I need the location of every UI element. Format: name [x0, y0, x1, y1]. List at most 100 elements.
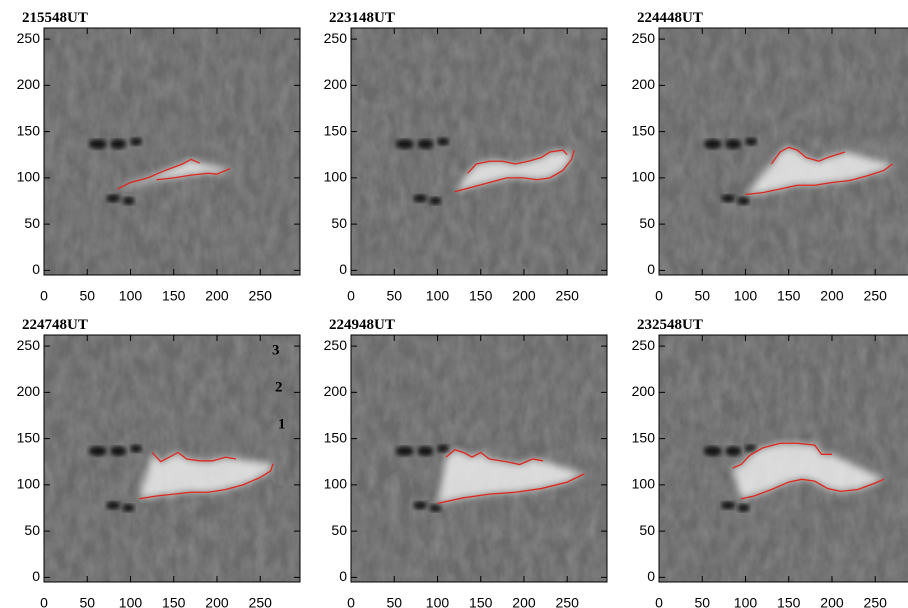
- panel-title: 215548UT: [22, 10, 88, 26]
- sunspot: [395, 446, 414, 457]
- image: [44, 335, 300, 582]
- sunspot: [88, 139, 107, 150]
- ribbon-line: [745, 163, 893, 196]
- sunspot: [703, 139, 722, 150]
- sunspot: [106, 194, 121, 203]
- sunspot: [437, 137, 450, 146]
- x-tick-label: 50: [79, 288, 95, 304]
- x-tick-label: 0: [655, 595, 663, 608]
- y-tick-label: 250: [324, 30, 348, 46]
- image-texture: [351, 28, 607, 275]
- image: [659, 335, 908, 582]
- sunspot: [429, 503, 442, 512]
- y-tick-label: 250: [324, 337, 348, 353]
- frame: [658, 27, 908, 276]
- y-tick-label: 0: [32, 568, 40, 584]
- image: [44, 28, 300, 275]
- x-tick-label: 150: [469, 595, 493, 608]
- y-tick-label: 100: [17, 476, 41, 492]
- x-tick-label: 100: [426, 595, 450, 608]
- y-tick-label: 100: [324, 169, 348, 185]
- y-tick-label: 250: [17, 30, 41, 46]
- sunspot: [745, 137, 758, 146]
- x-tick-label: 250: [249, 595, 273, 608]
- x-tick-label: 250: [249, 288, 273, 304]
- sunspot: [725, 139, 742, 150]
- x-tick-label: 0: [40, 595, 48, 608]
- x-tick-label: 50: [694, 595, 710, 608]
- panel-title: 224748UT: [22, 317, 88, 333]
- x-tick-label: 250: [864, 595, 888, 608]
- sunspot: [437, 444, 450, 453]
- ribbon-line: [770, 146, 846, 165]
- x-tick-label: 0: [655, 288, 663, 304]
- y-tick-label: 200: [17, 76, 41, 92]
- ribbon-line: [445, 448, 544, 466]
- x-tick-label: 250: [556, 595, 580, 608]
- x-tick-label: 50: [386, 595, 402, 608]
- ribbon-line: [454, 149, 575, 193]
- y-tick-label: 150: [17, 122, 41, 138]
- frame: [350, 334, 608, 583]
- annotation: 3: [272, 342, 280, 358]
- y-tick-label: 50: [24, 215, 40, 231]
- x-tick-label: 250: [864, 288, 888, 304]
- image: [351, 28, 607, 275]
- y-tick-label: 250: [17, 337, 41, 353]
- sunspot: [130, 137, 143, 146]
- sunspot: [417, 139, 434, 150]
- panel: 215548UT 0 50 100 150 200 250 0 50 100 150 200 250: [17, 10, 301, 304]
- x-tick-label: 200: [205, 595, 229, 608]
- sunspot: [745, 444, 758, 453]
- sunspot: [417, 446, 434, 457]
- y-tick-label: 200: [17, 383, 41, 399]
- panel-title: 224948UT: [329, 317, 395, 333]
- annotation: 1: [278, 416, 286, 432]
- sunspot: [395, 139, 414, 150]
- flare-ribbon-glow: [745, 147, 893, 195]
- sunspot: [413, 501, 428, 510]
- ribbon-line: [437, 473, 585, 505]
- y-tick-label: 50: [24, 522, 40, 538]
- ribbon-line: [139, 463, 274, 500]
- flare-ribbon-glow: [117, 159, 230, 189]
- x-tick-label: 50: [79, 595, 95, 608]
- sunspot: [110, 446, 127, 457]
- panel-title: 232548UT: [637, 317, 703, 333]
- x-tick-label: 100: [734, 288, 758, 304]
- x-tick-label: 100: [734, 595, 758, 608]
- image-texture: [44, 28, 300, 275]
- y-tick-label: 50: [639, 522, 655, 538]
- y-tick-label: 200: [324, 383, 348, 399]
- y-tick-label: 50: [639, 215, 655, 231]
- sunspot: [122, 196, 135, 205]
- x-tick-label: 200: [820, 288, 844, 304]
- x-tick-label: 0: [40, 288, 48, 304]
- x-tick-label: 50: [386, 288, 402, 304]
- sunspot: [737, 196, 750, 205]
- y-tick-label: 200: [632, 76, 656, 92]
- panel: 232548UT 0 50 100 150 200 250 0 50 100 150 200 250: [632, 317, 908, 608]
- y-tick-label: 150: [324, 429, 348, 445]
- x-tick-label: 100: [426, 288, 450, 304]
- x-tick-label: 0: [347, 288, 355, 304]
- sunspot: [721, 501, 736, 510]
- y-tick-label: 200: [324, 76, 348, 92]
- sunspot: [110, 139, 127, 150]
- x-tick-label: 200: [205, 288, 229, 304]
- sunspot: [721, 194, 736, 203]
- x-tick-label: 150: [162, 595, 186, 608]
- sunspot: [429, 196, 442, 205]
- sunspot: [130, 444, 143, 453]
- x-tick-label: 200: [512, 595, 536, 608]
- annotation: 2: [275, 379, 283, 395]
- y-tick-label: 150: [324, 122, 348, 138]
- sunspot: [725, 446, 742, 457]
- frame: [43, 27, 301, 276]
- y-tick-label: 150: [632, 429, 656, 445]
- x-tick-label: 150: [777, 288, 801, 304]
- sunspot: [703, 446, 722, 457]
- ribbon-line: [117, 158, 200, 190]
- x-tick-label: 100: [119, 288, 143, 304]
